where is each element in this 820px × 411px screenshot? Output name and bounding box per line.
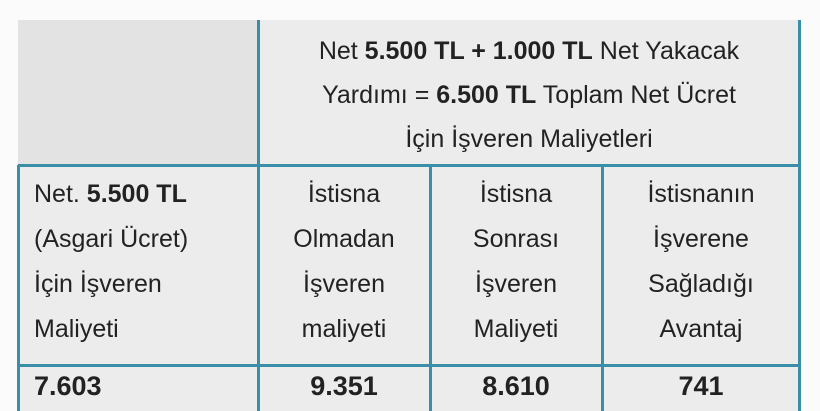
text-line: Net 5.500 TL + 1.000 TL Net Yakacak [258, 36, 800, 66]
text-line: maliyeti [301, 315, 387, 343]
bold-text: 6.500 TL [436, 81, 537, 109]
text: Net. [34, 180, 87, 208]
text-line: Sonrası [472, 225, 560, 253]
value-text: 8.610 [482, 371, 550, 401]
text: Yardımı = [322, 81, 437, 109]
text: Net Yakacak [592, 37, 740, 65]
border [18, 364, 800, 367]
header-cell: Net. 5.500 TL (Asgari Ücret) İçin İşveren M… [18, 165, 258, 365]
text-line: Avantaj [659, 315, 743, 343]
header-cell: İstisnanın İşverene Sağladığı Avantaj [602, 165, 800, 365]
text-line: Yardımı = 6.500 TL Toplam Net Ücret [258, 80, 800, 110]
text-line: İşveren [303, 270, 385, 298]
text-line: İstisnanın [647, 180, 755, 208]
value-cell: 8.610 [430, 365, 602, 411]
value-cell: 9.351 [258, 365, 430, 411]
value-cell: 741 [602, 365, 800, 411]
top-cell: Net 5.500 TL + 1.000 TL Net Yakacak Yardı… [258, 20, 800, 165]
header-cell: İstisna Sonrası İşveren Maliyeti [430, 165, 602, 365]
value-text: 7.603 [34, 371, 102, 401]
text-line: İçin İşveren Maliyetleri [405, 125, 653, 153]
text-line: İçin İşveren [34, 270, 162, 298]
text-line: İstisna [479, 180, 553, 208]
text-line: Net. 5.500 TL [18, 179, 258, 209]
border [798, 20, 801, 411]
border [18, 164, 800, 167]
text-line: (Asgari Ücret) [34, 225, 189, 253]
text-line: Sağladığı [648, 270, 754, 298]
text-line: İşverene [653, 225, 749, 253]
text: Net [318, 37, 365, 65]
border [257, 20, 260, 411]
value-text: 741 [678, 371, 724, 401]
border [601, 165, 604, 411]
bold-text: 5.500 TL + 1.000 TL [364, 37, 593, 65]
bold-text: 5.500 TL [86, 180, 187, 208]
text-line: Maliyeti [34, 315, 119, 343]
value-cell: 7.603 [18, 365, 258, 411]
border [429, 165, 432, 411]
top-left-cell [18, 20, 258, 165]
header-cell: İstisna Olmadan İşveren maliyeti [258, 165, 430, 365]
text-line: İşveren [475, 270, 557, 298]
value-text: 9.351 [310, 371, 378, 401]
text: Toplam Net Ücret [536, 81, 736, 109]
border [17, 165, 20, 411]
text-line: İstisna [307, 180, 381, 208]
text-line: Olmadan [293, 225, 395, 253]
text-line: Maliyeti [473, 315, 559, 343]
